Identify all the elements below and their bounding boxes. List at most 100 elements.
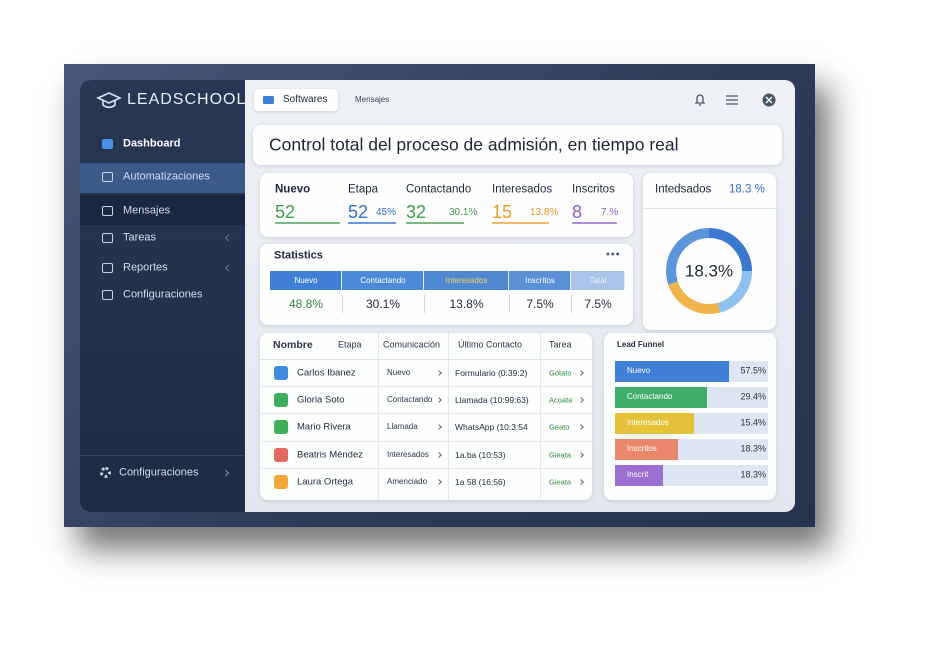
header-rule (260, 359, 592, 360)
lead-stage: Nuevo (387, 368, 411, 377)
stat-header: Contactando (360, 276, 406, 285)
header-card: Control total del proceso de admisión, e… (253, 125, 782, 165)
stat-header: Interesados (445, 276, 488, 285)
nav-item[interactable]: Mensajes (123, 204, 171, 217)
column-header[interactable]: Etapa (338, 339, 362, 350)
kpi-percent: 30.1% (449, 207, 478, 218)
chevron (224, 264, 233, 272)
divider (424, 295, 425, 313)
lead-name[interactable]: Mario Rivera (297, 421, 351, 433)
menu-label[interactable]: Mensajes (355, 95, 390, 104)
chevron (578, 370, 584, 376)
summary-card: Intedsados 18.3 % 18.3% (643, 173, 776, 330)
funnel-label: Nuevo (627, 366, 651, 375)
kpi-value: 32 (406, 202, 427, 222)
divider (80, 455, 245, 456)
funnel-bar (615, 465, 663, 486)
kpi-value: 15 (492, 202, 513, 222)
leads-table: Nombre Etapa Comunicación Último Contacto Ta… (260, 333, 592, 500)
tab[interactable]: Softwares (254, 89, 338, 111)
stat-header: Tatal (589, 276, 607, 285)
chevron (436, 370, 442, 376)
nav-item[interactable]: Configuraciones (123, 288, 203, 301)
chevron (578, 424, 584, 430)
kpi-underline (572, 222, 617, 224)
lead-name[interactable]: Beatris Méndez (297, 449, 364, 461)
chevron (436, 397, 442, 403)
summary-label: Intedsados (655, 183, 712, 196)
logo-icon (96, 92, 122, 109)
lead-stage: Contactando (387, 395, 433, 404)
nav-icon (102, 263, 113, 273)
funnel-title: Lead Funnel (617, 340, 665, 349)
brand: LEADSCHOOL (127, 91, 247, 108)
nav-item[interactable]: Tareas (123, 231, 157, 244)
lead-task[interactable]: Acoata (549, 395, 573, 405)
chevron (221, 469, 230, 477)
funnel-value: 18.3% (740, 469, 766, 480)
kpi-card: Nuevo 52 Etapa 52 45% Contactando 32 30.1% Inter… (260, 173, 633, 237)
column-header[interactable]: Nombre (273, 338, 313, 351)
lead-task[interactable]: Gieata (549, 477, 572, 487)
row-rule (260, 386, 592, 387)
lead-contact: 1a.ba (10:53) (455, 449, 506, 460)
stat-value: 30.1% (365, 297, 401, 311)
kpi-label: Inscritos (572, 183, 615, 196)
stat-value: 7.5% (584, 297, 612, 311)
statistics-card: Statistics ••• Nuevo 48.8% Contactando 30.1… (260, 244, 633, 325)
lead-task[interactable]: Gotato (549, 368, 572, 378)
kpi-underline (406, 222, 464, 224)
more-icon[interactable]: ••• (606, 248, 621, 261)
lead-name[interactable]: Carlos Ibanez (297, 367, 356, 379)
lead-task[interactable]: Geato (549, 422, 570, 432)
chevron (436, 479, 442, 485)
kpi-percent: 7.% (601, 207, 619, 218)
folder-icon (263, 96, 274, 104)
divider (571, 295, 572, 313)
stat-value: 13.8% (449, 297, 484, 311)
stat-header-cell (424, 271, 509, 290)
row-rule (260, 413, 592, 414)
column-rule (448, 333, 449, 500)
topbar-icons (695, 93, 776, 107)
kpi-percent: 13.8% (530, 207, 559, 218)
kpi-underline (275, 222, 340, 224)
funnel-bar (615, 413, 694, 434)
sidebar-footer[interactable]: Configuraciones (119, 466, 199, 479)
chevron (578, 479, 584, 485)
funnel-value: 18.3% (740, 443, 766, 454)
funnel-card: Lead Funnel Nuevo 57.5% Contactando 29.4% In… (604, 333, 776, 500)
chevron (578, 452, 584, 458)
nav-icon (102, 206, 113, 216)
lead-name[interactable]: Laura Ortega (297, 476, 353, 488)
nav-item[interactable]: Dashboard (123, 137, 181, 150)
stat-header-cell (509, 271, 571, 290)
app-window: LEADSCHOOL Configuraciones Dashboard Auto… (80, 80, 795, 512)
lead-name[interactable]: Gloria Soto (297, 394, 345, 406)
kpi-underline (348, 222, 396, 224)
funnel-bar (615, 387, 707, 408)
lead-contact: Llamada (10:99:63) (455, 394, 529, 405)
funnel-label: Interesados (627, 418, 669, 427)
nav-icon (102, 172, 113, 182)
lead-contact: Formulario (0:39:2) (455, 367, 528, 378)
tab-label: Softwares (283, 94, 328, 105)
funnel-value: 57.5% (740, 365, 766, 376)
column-header[interactable]: Último Contacto (458, 339, 523, 350)
statistics-title: Statistics (274, 249, 323, 262)
kpi-percent: 45% (376, 207, 397, 218)
nav-item[interactable]: Automatizaciones (123, 170, 210, 183)
chevron (224, 234, 233, 242)
column-header[interactable]: Comunicación (383, 339, 441, 350)
column-rule (378, 333, 379, 500)
kpi-label: Etapa (348, 183, 379, 196)
donut (666, 228, 753, 315)
kpi-label: Interesados (492, 183, 553, 196)
divider (342, 295, 343, 313)
nav-icon (102, 290, 113, 300)
column-header[interactable]: Tarea (549, 339, 572, 350)
nav-item[interactable]: Reportes (123, 261, 168, 274)
stat-header-cell (571, 271, 625, 290)
stat-header-cell (270, 271, 342, 290)
lead-task[interactable]: Gieata (549, 450, 572, 460)
